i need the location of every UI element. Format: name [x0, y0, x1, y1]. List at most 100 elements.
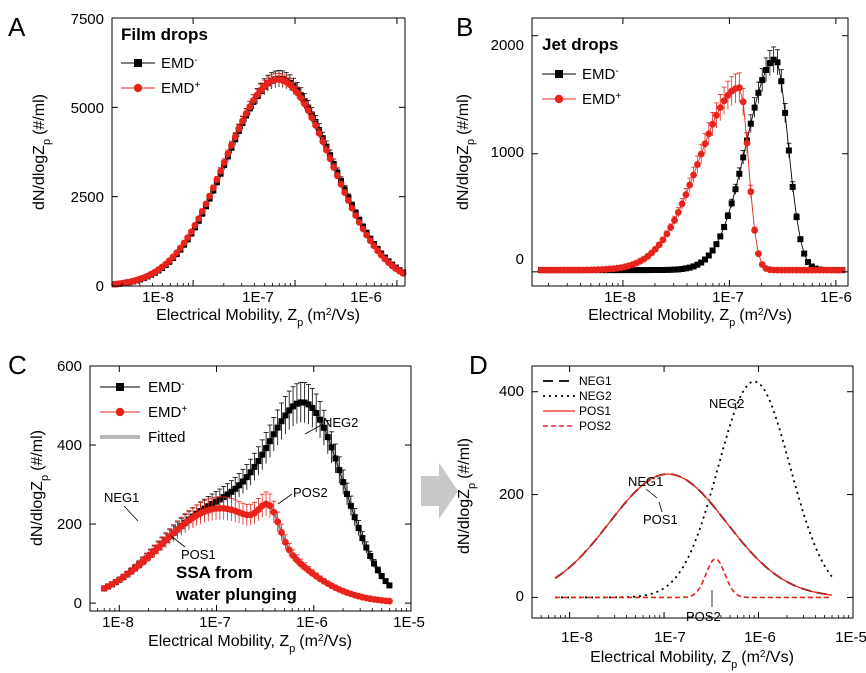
data-point-square — [259, 451, 266, 458]
data-point-square — [763, 67, 769, 73]
panel-c-xaxis-label: Electrical Mobility, Zp (m2/Vs) — [148, 633, 352, 656]
data-point-circle — [655, 241, 663, 249]
legend-label: POS1 — [579, 404, 611, 418]
data-point-circle — [289, 552, 297, 559]
data-point-square — [305, 401, 312, 408]
legend-circle-marker — [554, 94, 564, 104]
data-point-square — [805, 259, 811, 266]
data-point-square — [671, 266, 678, 273]
data-point-square — [648, 267, 655, 273]
data-point-circle — [705, 130, 713, 138]
inner-text-line: SSA from — [176, 563, 253, 582]
data-point-square — [274, 424, 281, 431]
data-point-circle — [315, 129, 323, 137]
panel-b: B 1E-8 1E-7 1E-6 0 1000 2000 Electrical … — [455, 12, 852, 329]
data-point-circle — [312, 121, 319, 129]
panel-a-letter: A — [8, 12, 26, 42]
data-point-square — [371, 560, 377, 567]
data-point-circle — [735, 84, 743, 92]
data-point-square — [386, 582, 393, 589]
data-point-circle — [348, 204, 356, 212]
data-point-square — [682, 265, 689, 272]
data-point-circle — [235, 125, 243, 133]
panel-b-legend: EMD- EMD+ — [542, 66, 621, 108]
panel-c-yaxis-label: dN/dlogZp(#/ml) — [29, 430, 51, 546]
panel-a-ytick-label: 5000 — [71, 100, 104, 117]
panel-a-plot — [111, 70, 407, 288]
panel-b-xtick-label: 1E-6 — [820, 289, 852, 306]
legend-label: EMD- — [161, 55, 198, 73]
data-point-square — [808, 263, 815, 270]
data-point-circle — [278, 529, 285, 536]
data-point-square — [359, 535, 366, 542]
data-point-square — [778, 78, 785, 85]
data-point-circle — [191, 221, 199, 229]
data-point-circle — [667, 224, 675, 231]
data-point-square — [747, 120, 754, 127]
series-line-pos2 — [555, 558, 832, 599]
data-point-square — [290, 403, 297, 410]
series-line-neg2 — [555, 380, 833, 599]
data-point-circle — [386, 597, 393, 605]
legend-label: EMD- — [582, 66, 619, 84]
series-line-emd-minus — [114, 78, 404, 285]
data-point-square — [336, 467, 343, 474]
data-point-square — [367, 553, 374, 559]
panel-b-ticks — [532, 18, 848, 286]
data-point-square — [641, 267, 647, 274]
panel-c-xtick-label: 1E-7 — [199, 614, 231, 631]
data-point-circle — [319, 138, 327, 146]
data-point-square — [675, 266, 682, 273]
data-point-circle — [739, 98, 747, 106]
panel-a-ytick-label: 0 — [96, 278, 104, 295]
inner-text-line: water plunging — [175, 585, 297, 604]
panel-c-frame — [89, 365, 412, 612]
data-point-square — [705, 252, 712, 259]
data-point-square — [663, 266, 670, 273]
data-point-circle — [177, 244, 184, 252]
panel-a: A 1E-8 1E-7 1E-6 0 2500 5000 7500 Electr… — [8, 11, 407, 329]
panel-b-ytick-label: 2000 — [491, 37, 524, 54]
panel-b-xtick-label: 1E-7 — [712, 289, 744, 306]
legend-label: EMD+ — [148, 404, 187, 422]
data-point-square — [286, 407, 293, 414]
series-line-emd-plus — [114, 79, 404, 285]
data-point-square — [382, 578, 389, 585]
panel-c-ytick-label: 200 — [57, 516, 82, 533]
data-point-square — [301, 399, 308, 406]
panel-c-xtick-label: 1E-5 — [393, 614, 425, 631]
data-point-circle — [308, 114, 316, 122]
data-point-square — [679, 266, 686, 272]
data-point-circle — [206, 192, 214, 200]
panel-c-ytick-label: 400 — [57, 437, 82, 454]
panel-c: C 1E-8 1E-7 1E-6 1E-5 0 200 400 600 Elec… — [8, 350, 425, 655]
annotation-neg2: NEG2 — [323, 415, 358, 430]
panel-a-inset-title: Film drops — [121, 25, 208, 44]
data-point-square — [266, 438, 273, 445]
data-point-circle — [678, 200, 686, 208]
data-point-circle — [751, 227, 758, 234]
legend-label: NEG1 — [579, 374, 612, 388]
data-point-circle — [231, 133, 239, 141]
data-point-circle — [217, 167, 225, 175]
annotation-neg1-arrow — [123, 505, 139, 522]
data-point-square — [374, 567, 381, 574]
data-point-circle — [701, 140, 709, 148]
legend-circle-marker — [115, 407, 125, 417]
data-point-circle — [242, 110, 250, 117]
annotation-neg1: NEG1 — [628, 474, 663, 489]
data-point-square — [228, 488, 235, 495]
data-point-circle — [297, 94, 305, 102]
data-point-square — [320, 424, 327, 431]
data-point-square — [243, 474, 250, 481]
panel-a-ticks — [112, 17, 405, 287]
annotation-neg2-arrow — [304, 423, 324, 435]
data-point-circle — [674, 209, 682, 216]
panel-b-ytick-label: 0 — [516, 251, 524, 268]
legend-square-marker — [116, 383, 124, 391]
data-point-square — [785, 147, 792, 154]
data-point-circle — [352, 212, 360, 219]
panel-a-legend: EMD- EMD+ — [121, 55, 200, 97]
panel-c-ytick-label: 0 — [74, 595, 82, 612]
